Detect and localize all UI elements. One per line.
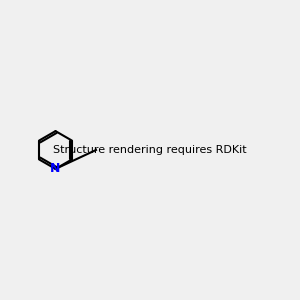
- Text: N: N: [50, 162, 61, 176]
- Text: Structure rendering requires RDKit: Structure rendering requires RDKit: [53, 145, 247, 155]
